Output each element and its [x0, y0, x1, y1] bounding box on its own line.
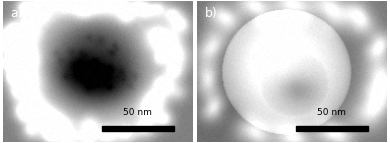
Text: a): a)	[11, 7, 23, 20]
Text: b): b)	[205, 7, 218, 20]
Bar	[102, 126, 174, 131]
Bar	[296, 126, 368, 131]
Text: 50 nm: 50 nm	[123, 108, 152, 117]
Text: 50 nm: 50 nm	[317, 108, 346, 117]
